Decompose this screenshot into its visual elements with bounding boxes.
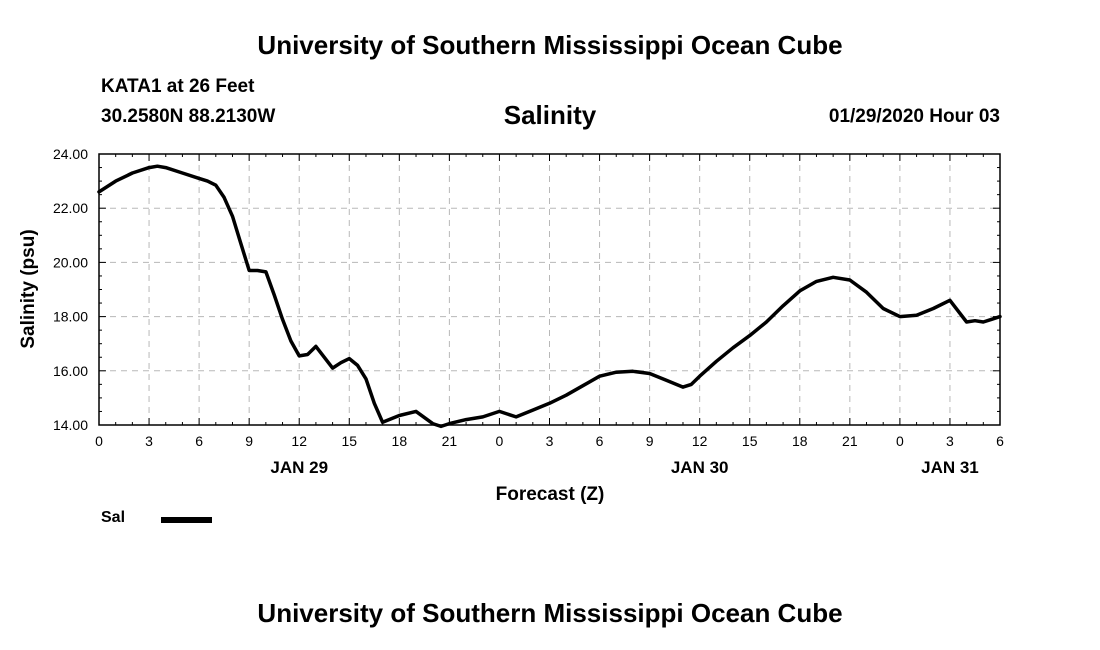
x-tick-label: 18 xyxy=(392,433,408,449)
chart-title: Salinity xyxy=(503,100,597,130)
x-tick-label: 12 xyxy=(291,433,307,449)
x-tick-label: 6 xyxy=(596,433,604,449)
x-tick-label: 3 xyxy=(946,433,954,449)
legend-swatch xyxy=(161,517,212,523)
series-layer xyxy=(97,164,1002,429)
x-tick-label: 9 xyxy=(646,433,654,449)
x-tick-label: 3 xyxy=(546,433,554,449)
station-name: KATA1 at 26 Feet xyxy=(101,76,255,97)
x-tick-label: 21 xyxy=(442,433,458,449)
y-tick-label: 16.00 xyxy=(53,363,88,379)
date-label: JAN 30 xyxy=(671,458,729,477)
footer-title: University of Southern Mississippi Ocean… xyxy=(257,598,843,628)
x-tick-label: 6 xyxy=(996,433,1004,449)
x-tick-label: 0 xyxy=(896,433,904,449)
y-tick-label: 14.00 xyxy=(53,417,88,433)
x-tick-label: 21 xyxy=(842,433,858,449)
y-tick-label: 24.00 xyxy=(53,146,88,162)
forecast-datetime: 01/29/2020 Hour 03 xyxy=(828,106,1000,127)
x-axis-title: Forecast (Z) xyxy=(496,484,605,505)
x-tick-label: 12 xyxy=(692,433,708,449)
x-tick-label: 6 xyxy=(195,433,203,449)
y-tick-label: 18.00 xyxy=(53,309,88,325)
axis-labels: 0 3 6 9 12 15 18 21 0 3 6 9 12 15 18 21 0 3 6 14.00 16.00 18.… xyxy=(53,146,1004,477)
header-title: University of Southern Mississippi Ocean… xyxy=(257,30,843,60)
x-tick-label: 0 xyxy=(95,433,103,449)
y-tick-label: 22.00 xyxy=(53,200,88,216)
x-tick-label: 3 xyxy=(145,433,153,449)
y-axis-title: Salinity (psu) xyxy=(18,229,39,348)
x-tick-label: 9 xyxy=(245,433,253,449)
x-tick-label: 0 xyxy=(496,433,504,449)
legend-label: Sal xyxy=(101,509,126,526)
station-coords: 30.2580N 88.2130W xyxy=(101,106,276,127)
date-label: JAN 31 xyxy=(921,458,979,477)
plot-frame xyxy=(98,153,1001,426)
x-tick-label: 15 xyxy=(341,433,357,449)
x-tick-label: 15 xyxy=(742,433,758,449)
x-tick-label: 18 xyxy=(792,433,808,449)
series-line-sal xyxy=(97,164,1002,429)
y-tick-label: 20.00 xyxy=(53,254,88,270)
date-label: JAN 29 xyxy=(270,458,328,477)
